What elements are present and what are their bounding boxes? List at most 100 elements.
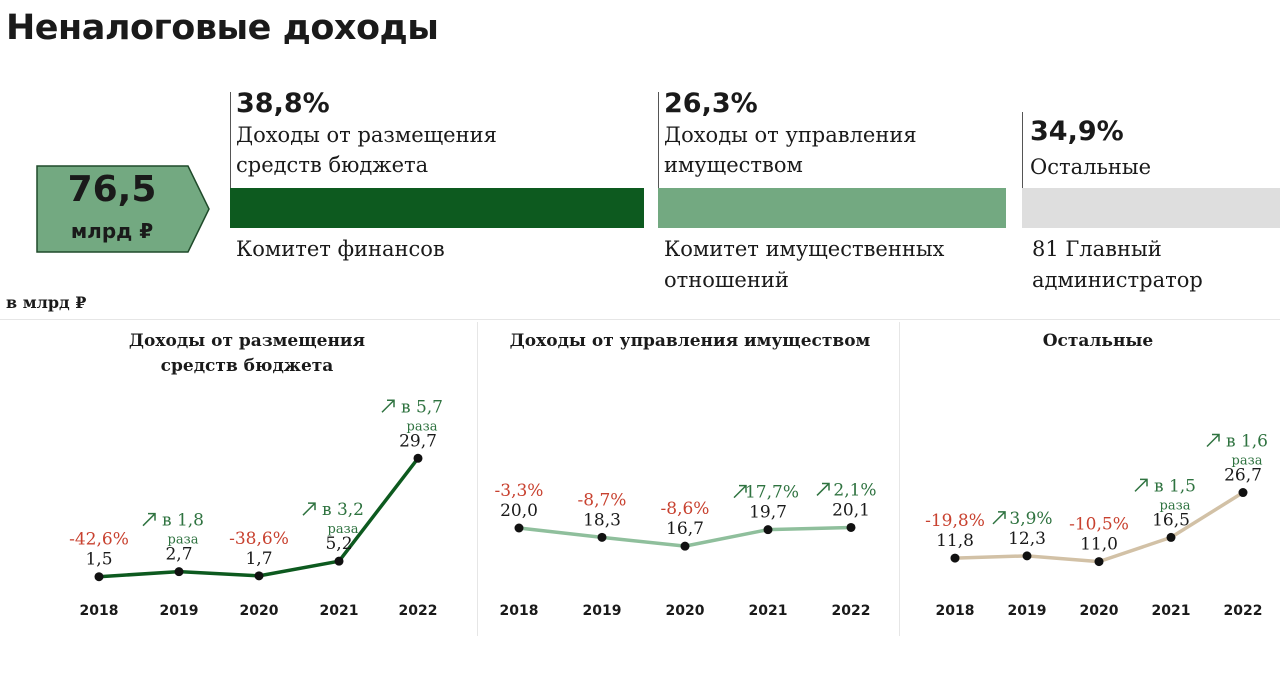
chart-1-2022-value-label: 29,7 [399,431,437,451]
chart-3-2019-point [1022,551,1032,561]
chart-1-2021-change-sublabel: раза [328,522,359,537]
chart-1-2019-change-arrow-icon [142,512,156,527]
chart-2-2018-change-label: -3,3% [495,481,544,501]
chart-2-2019-x-tick-label: 2019 [583,603,622,619]
chart-3-2022-x-tick-label: 2022 [1224,603,1263,619]
segment-1-divider [230,92,231,188]
chart-1-title: Доходы от размещения средств бюджета [97,329,397,379]
chart-3-2018-point [950,553,960,563]
chart-1-2018-change-label: -42,6% [69,530,129,550]
units-note: в млрд ₽ [6,293,87,312]
chart-1-2021-x-tick-label: 2021 [320,603,359,619]
chart-3-2022-point [1238,488,1248,498]
segment-2-label: Доходы от управления имуществом [664,120,917,180]
segment-3-label: Остальные [1030,152,1151,182]
total-unit: млрд ₽ [70,219,154,243]
chart-3-2020-x-tick-label: 2020 [1080,603,1119,619]
segment-1-label-line-1: Доходы от размещения [236,123,497,147]
segment-2-percent: 26,3% [664,88,758,119]
chart-1-2022-change-label: в 5,7 [401,397,443,417]
chart-3-2022-value-label: 26,7 [1224,466,1262,486]
chart-2-2021-point [763,525,773,535]
chart-3-2021-change-label: в 1,5 [1154,476,1196,496]
segment-3-percent: 34,9% [1030,116,1124,147]
chart-3-2022-change-label: в 1,6 [1226,432,1268,452]
segment-2-bar [658,188,1006,228]
chart-2-2022-point [846,522,856,532]
chart-1-2019-point [174,567,184,577]
chart-1-2021-value-label: 5,2 [325,534,352,554]
chart-1-title-line-1: Доходы от размещения [128,331,366,351]
chart-1-2022-point [413,453,423,463]
chart-3-2021-change-arrow-icon [1134,478,1148,492]
segment-2-divider [658,92,659,188]
chart-separator-2 [899,322,900,636]
total-badge-arrow-shape [36,165,210,253]
segment-2-admin-line-1: Комитет имущественных [664,237,945,261]
segment-1-bar [230,188,644,228]
chart-3-2018-value-label: 11,8 [936,531,974,551]
chart-2-2021-change-arrow-icon [733,484,747,499]
chart-3-2020-change-label: -10,5% [1069,515,1129,535]
segment-1-label-line-2: средств бюджета [236,153,429,177]
section-divider [0,319,1280,320]
chart-2-2020-change-label: -8,6% [661,499,710,519]
chart-1-2019-value-label: 2,7 [165,545,192,565]
chart-2-2018-value-label: 20,0 [500,501,538,521]
total-value: 76,5 [67,169,157,210]
chart-2-2019-change-label: -8,7% [578,490,627,510]
chart-1-2020-point [254,571,264,581]
segment-1-label: Доходы от размещения средств бюджета [236,120,497,180]
chart-1-title-line-2: средств бюджета [160,356,334,376]
segment-3-admin-line-2: администратор [1032,268,1203,292]
chart-3-title-line-1: Остальные [1042,331,1154,351]
chart-1-2020-value-label: 1,7 [245,549,272,569]
total-badge: 76,5 млрд ₽ [36,165,211,253]
chart-3-2019-value-label: 12,3 [1008,529,1046,549]
segment-3-bar [1022,188,1280,228]
chart-2-2022-x-tick-label: 2022 [832,603,871,619]
segment-3-admin: 81 Главный администратор [1032,234,1203,296]
chart-2-2020-x-tick-label: 2020 [666,603,705,619]
chart-2-2022-change-label: 2,1% [833,480,876,500]
chart-2-2022-value-label: 20,1 [832,500,870,520]
chart-3-2022-change-sublabel: раза [1232,454,1263,469]
chart-3-2021-value-label: 16,5 [1152,510,1190,530]
segment-1-admin-line-1: Комитет финансов [236,237,445,261]
page-title: Неналоговые доходы [6,8,439,48]
chart-2-2019-value-label: 18,3 [583,510,621,530]
chart-2-2019-point [597,532,607,542]
segment-3-divider [1022,112,1023,188]
segment-2-label-line-1: Доходы от управления [664,123,917,147]
segment-1-percent: 38,8% [236,88,330,119]
chart-3-2021-point [1166,532,1176,542]
chart-1-2021-change-arrow-icon [302,502,316,516]
segment-3-label-line-1: Остальные [1030,155,1152,179]
chart-1-2018-x-tick-label: 2018 [80,603,119,619]
chart-3-2019-change-arrow-icon [992,511,1006,525]
chart-1-2020-x-tick-label: 2020 [240,603,279,619]
chart-1-2019-change-label: в 1,8 [162,511,204,531]
chart-3-2021-change-sublabel: раза [1160,498,1191,513]
chart-3-2022-change-arrow-icon [1206,433,1220,448]
chart-3-2020-value-label: 11,0 [1080,535,1118,555]
chart-2-title: Доходы от управления имуществом [490,329,890,354]
chart-2-2022-change-arrow-icon [816,482,830,496]
chart-3-2019-change-label: 3,9% [1009,509,1052,529]
chart-2-2020-value-label: 16,7 [666,519,704,539]
chart-2-2021-x-tick-label: 2021 [749,603,788,619]
chart-2-2021-value-label: 19,7 [749,503,787,523]
chart-1-2019-change-sublabel: раза [168,533,199,548]
chart-1-2021-point [334,556,344,566]
chart-3-2018-x-tick-label: 2018 [936,603,975,619]
chart-2-2018-x-tick-label: 2018 [500,603,539,619]
chart-2-2018-point [514,523,524,533]
chart-1-2018-point [94,572,104,582]
chart-1-2018-value-label: 1,5 [85,550,112,570]
chart-3-2021-x-tick-label: 2021 [1152,603,1191,619]
segment-2-label-line-2: имуществом [664,153,803,177]
chart-2-title-line-1: Доходы от управления имуществом [509,331,871,351]
chart-2-2021-change-label: 17,7% [745,483,799,503]
segment-2-admin-line-2: отношений [664,268,789,292]
